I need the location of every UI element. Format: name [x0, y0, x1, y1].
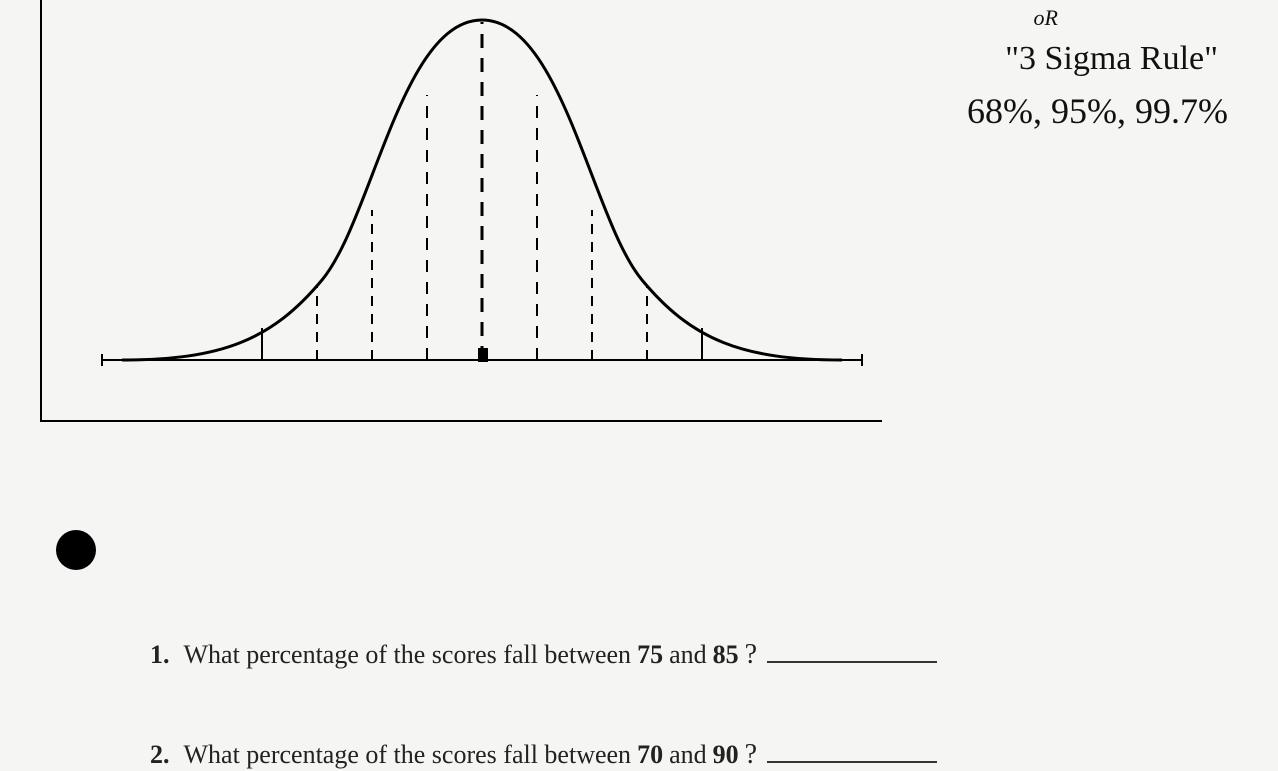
q1-number: 1. — [150, 640, 170, 670]
bell-curve-svg — [42, 0, 882, 420]
worksheet-page: oR "3 Sigma Rule" 68%, 95%, 99.7% 1. Wha… — [0, 0, 1278, 760]
q1-answer-blank[interactable] — [767, 630, 937, 663]
center-mark — [478, 348, 488, 362]
q2-number: 2. — [150, 740, 170, 770]
note-percentages: 68%, 95%, 99.7% — [967, 90, 1228, 132]
bell-curve-frame — [40, 0, 882, 422]
q2-val-b: 90 — [713, 740, 739, 770]
q2-text-a: What percentage of the scores fall betwe… — [184, 740, 632, 770]
q2-val-a: 70 — [637, 740, 663, 770]
q1-val-a: 75 — [637, 640, 663, 670]
question-2: 2. What percentage of the scores fall be… — [150, 730, 937, 771]
note-or: oR — [1034, 5, 1058, 31]
q1-text-a: What percentage of the scores fall betwe… — [184, 640, 632, 670]
note-sigma-rule: "3 Sigma Rule" — [1005, 35, 1218, 83]
q2-qmark: ? — [745, 739, 757, 771]
q2-answer-blank[interactable] — [767, 730, 937, 763]
question-1: 1. What percentage of the scores fall be… — [150, 630, 937, 671]
q1-mid: and — [669, 640, 707, 670]
q1-qmark: ? — [745, 639, 757, 671]
hole-punch-dot — [56, 530, 96, 570]
q2-mid: and — [669, 740, 707, 770]
q1-val-b: 85 — [713, 640, 739, 670]
